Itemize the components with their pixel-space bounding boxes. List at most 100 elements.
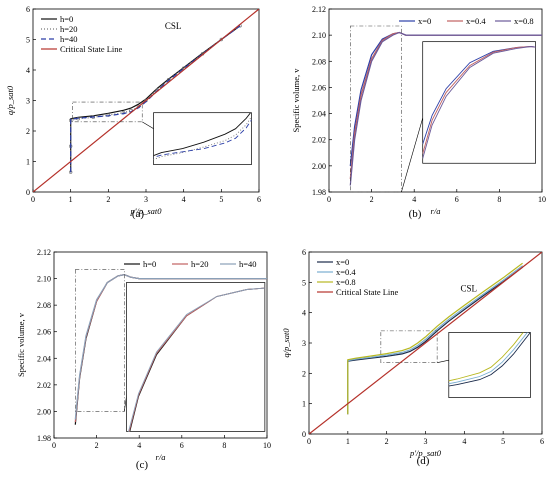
legend-label-2: h=40 [60, 34, 78, 44]
zoom-box [380, 330, 438, 364]
x-axis-label: r/a [156, 452, 166, 462]
inset-series-group [153, 112, 252, 161]
y-tick-label: 2.06 [37, 328, 51, 337]
y-tick-label: 6 [26, 5, 30, 14]
inset-series-line-1 [448, 332, 529, 385]
x-tick-label: 0 [52, 441, 56, 450]
y-tick-label: 2.02 [37, 381, 51, 390]
legend-label-0: h=0 [143, 259, 156, 269]
legend-label-3: Critical State Line [336, 287, 399, 297]
series-line-0 [70, 25, 241, 173]
chart-svg: 0 1 2 3 4 5 6 0 1 2 3 4 5 6 p'/p_sat0 q/p_sat0 CSL h=0h=2… [5, 5, 261, 216]
x-tick-label: 0 [31, 195, 35, 204]
panel-caption: (d) [416, 455, 430, 467]
inset-series-group [128, 287, 265, 432]
x-tick-label: 2 [385, 437, 389, 446]
x-tick-label: 2 [106, 195, 110, 204]
legend-label-2: h=40 [239, 259, 257, 269]
y-tick-label: 1.98 [312, 188, 326, 197]
series-group [74, 273, 267, 425]
legend-label-2: x=0.8 [514, 16, 534, 26]
legend-label-1: x=0.4 [466, 16, 486, 26]
x-axis-label: r/a [431, 206, 441, 216]
y-tick-label: 2.06 [312, 83, 326, 92]
plot-frame [328, 8, 543, 193]
y-tick-label: 3 [302, 339, 306, 348]
x-tick-label: 8 [497, 195, 501, 204]
series-group [33, 9, 259, 192]
x-tick-label: 1 [346, 437, 350, 446]
y-tick-label: 4 [26, 66, 30, 75]
x-axis-label: p'/p_sat0 [409, 448, 442, 458]
y-tick-label: 2.12 [37, 248, 51, 257]
panel-caption: (b) [408, 208, 422, 220]
x-tick-label: 10 [263, 441, 271, 450]
inset-series-line-0 [129, 287, 265, 432]
chart-panel-c: 0 2 4 6 8 10 1.98 2.00 2.02 2.04 2.06 2.08 2.10 2.12 r… [0, 243, 275, 487]
y-tick-label: 0 [302, 430, 306, 439]
x-axis-label: p'/p_sat0 [129, 206, 162, 216]
zoom-box [75, 268, 125, 412]
y-tick-label: 5 [302, 278, 306, 287]
inset-series-line-0 [422, 46, 536, 145]
legend-label-1: h=20 [191, 259, 209, 269]
inset-frame [126, 282, 266, 432]
x-tick-label: 2 [95, 441, 99, 450]
y-tick-label: 2.00 [312, 162, 326, 171]
y-axis-label: Specific volume, v [16, 312, 26, 377]
series-line-3 [33, 9, 259, 192]
x-tick-label: 4 [412, 195, 416, 204]
y-tick-label: 2.10 [37, 275, 51, 284]
inset-series-line-2 [128, 287, 265, 432]
y-tick-label: 2.10 [312, 31, 326, 40]
x-tick-label: 1 [69, 195, 73, 204]
x-tick-label: 6 [540, 437, 544, 446]
csl-annotation: CSL [460, 283, 477, 293]
x-tick-label: 2 [370, 195, 374, 204]
series-line-0 [347, 266, 523, 415]
chart-svg: 0 2 4 6 8 10 1.98 2.00 2.02 2.04 2.06 2.08 2.10 2.12 r… [16, 248, 271, 462]
chart-svg: 0 1 2 3 4 5 60123456p'/p_sat0q/p_sat0CSLx=0x=0… [281, 248, 544, 458]
y-tick-label: 2.00 [37, 407, 51, 416]
legend-label-0: h=0 [60, 14, 73, 24]
y-tick-label: 2.12 [312, 5, 326, 14]
inset-series-group [448, 332, 531, 387]
inset-series-line-1 [422, 46, 536, 154]
y-tick-label: 4 [302, 309, 306, 318]
inset-series-line-1 [153, 115, 252, 161]
inset-series-group [422, 46, 536, 159]
y-axis-label: q/p_sat0 [281, 328, 291, 358]
series-group [349, 31, 542, 186]
y-tick-label: 2.04 [312, 110, 326, 119]
panel-caption: (a) [131, 208, 145, 220]
series-point [219, 37, 224, 42]
x-tick-label: 4 [462, 437, 466, 446]
x-tick-label: 3 [424, 437, 428, 446]
y-axis-label: q/p_sat0 [5, 85, 15, 115]
csl-annotation: CSL [165, 21, 182, 31]
y-tick-label: 0 [26, 188, 30, 197]
inset-series-line-1 [128, 287, 265, 432]
chart-panel-b: 0 2 4 6 8 10 1.98 2.00 2.02 2.04 2.06 2.08 2.10 2.12 r… [275, 0, 550, 243]
y-tick-label: 2 [302, 369, 306, 378]
series-line-2 [70, 25, 241, 173]
series-line-1 [347, 265, 523, 415]
inset-frame [153, 112, 252, 165]
chart-panel-d: 0 1 2 3 4 5 6 0 1 2 3 4 5 6 p'/p_sat0 q/p_sat0 CSL x=0 x=0… [275, 243, 550, 487]
y-tick-label: 1.98 [37, 434, 51, 443]
y-tick-label: 3 [26, 97, 30, 106]
inset-series-line-0 [448, 332, 531, 387]
x-tick-label: 3 [144, 195, 148, 204]
y-tick-label: 2.04 [37, 354, 51, 363]
x-tick-label: 5 [219, 195, 223, 204]
x-tick-label: 0 [307, 437, 311, 446]
panel-caption: (c) [135, 459, 149, 471]
chart-svg: 0 2 4 6 8 10 1.98 2.00 2.02 2.04 2.06 2.08 2.10 2.12 r… [291, 5, 546, 216]
y-tick-label: 1 [302, 400, 306, 409]
y-tick-label: 2.02 [312, 136, 326, 145]
y-tick-label: 1 [26, 158, 30, 167]
series-line-2 [347, 262, 523, 415]
inset-series-line-0 [153, 112, 252, 157]
inset-series-line-2 [448, 332, 524, 382]
y-tick-label: 2.08 [37, 301, 51, 310]
